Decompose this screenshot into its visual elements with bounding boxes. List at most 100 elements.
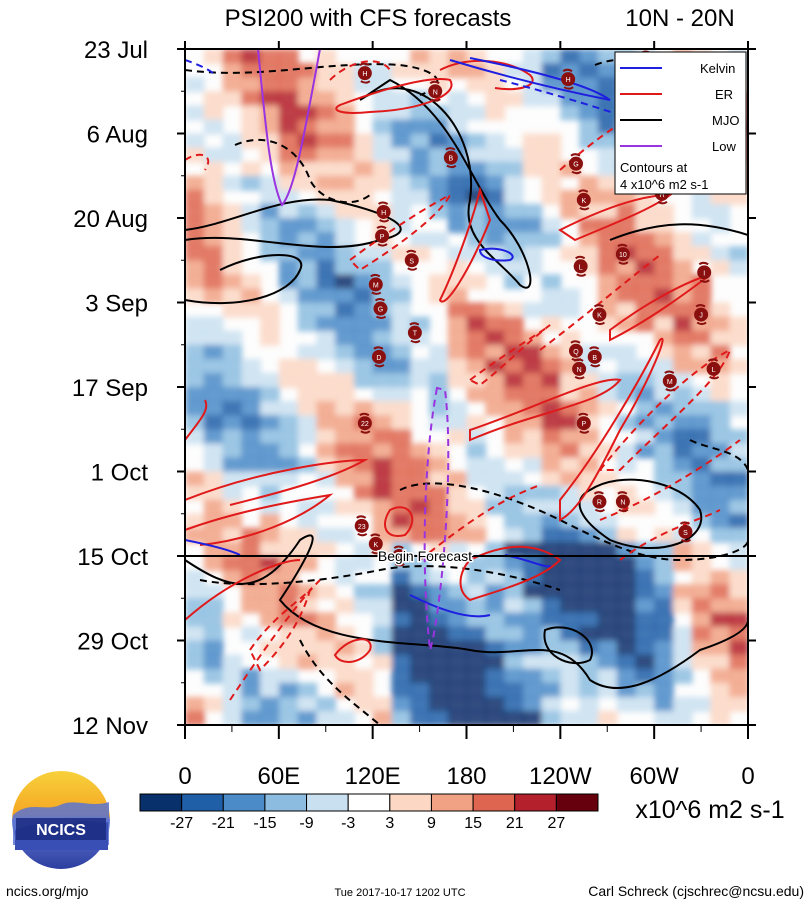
shading-cell — [428, 682, 449, 698]
shading-cell — [203, 203, 224, 219]
shading-cell — [691, 696, 712, 712]
shading-cell — [597, 710, 618, 725]
shading-cell — [579, 119, 599, 135]
y-tick-label: 23 Jul — [84, 37, 148, 64]
shading-cell — [635, 556, 656, 572]
shading-cell — [541, 696, 562, 712]
shading-cell — [410, 105, 430, 121]
shading-cell — [654, 302, 674, 318]
storm-dot — [407, 325, 422, 340]
mjo-contour-negative — [299, 639, 381, 725]
shading-cell — [522, 218, 543, 234]
shading-cell — [635, 640, 656, 656]
shading-cell — [447, 471, 468, 487]
shading-cell — [541, 499, 562, 515]
shading-cell — [522, 246, 543, 262]
shading-cell — [278, 696, 299, 712]
storm-swirl — [370, 273, 382, 295]
x-tick-label: 60W — [629, 763, 679, 790]
shading-cell — [241, 175, 262, 191]
shading-cell — [616, 372, 637, 388]
shading-cell — [597, 541, 618, 557]
shading-cell — [672, 457, 693, 473]
storm-dot — [357, 66, 372, 81]
shading-cell — [635, 696, 656, 712]
storm-swirl — [374, 298, 387, 320]
shading-cell — [185, 316, 205, 332]
shading-cell — [560, 302, 581, 318]
storm-swirl — [589, 346, 601, 368]
colorbar-label: 21 — [506, 815, 524, 832]
storm-dot — [662, 373, 677, 388]
shading-cell — [447, 161, 468, 177]
shading-cell — [635, 570, 656, 586]
shading-cell — [504, 612, 524, 628]
shading-cell — [353, 330, 374, 346]
shading-cell — [541, 344, 562, 360]
storm-label: I — [703, 270, 705, 277]
shading-cell — [579, 710, 599, 725]
shading-cell — [335, 119, 355, 135]
shading-cell — [504, 626, 524, 642]
shading-cell — [672, 499, 693, 515]
shading-cell — [203, 49, 224, 65]
shading-cell — [260, 598, 280, 614]
shading-cell — [485, 640, 506, 656]
storm-label: T — [413, 331, 418, 338]
shading-cell — [654, 344, 674, 360]
storm-dot — [357, 416, 372, 431]
shading-cell — [466, 77, 487, 93]
shading-cell — [597, 246, 618, 262]
shading-cell — [428, 696, 449, 712]
shading-cell — [391, 288, 412, 304]
shading-cell — [260, 302, 280, 318]
shading-cell — [391, 710, 412, 725]
storm-label: 10 — [619, 252, 627, 259]
shading-cell — [466, 133, 487, 149]
shading-cell — [522, 344, 543, 360]
shading-cell — [241, 49, 262, 65]
y-axis: 23 Jul 6 Aug 20 Aug 3 Sep 17 Sep 1 Oct 15 Oct 2… — [72, 37, 756, 740]
shading-cell — [278, 288, 299, 304]
contour-lines — [185, 49, 748, 725]
shading-cell — [185, 77, 205, 93]
shading-cell — [522, 640, 543, 656]
storm-dot — [592, 494, 607, 509]
shading-cell — [391, 119, 412, 135]
shading-cell — [222, 63, 243, 79]
shading-cell — [466, 626, 487, 642]
shading-cell — [597, 77, 618, 93]
storm-swirl — [370, 533, 382, 555]
shading-cell — [466, 316, 487, 332]
shading-cell — [672, 443, 693, 459]
shading-cell — [185, 260, 205, 276]
shading-cell — [278, 91, 299, 107]
shading-cell — [185, 387, 205, 403]
shading-cell — [297, 344, 318, 360]
shading-cell — [691, 457, 712, 473]
shading-cell — [466, 457, 487, 473]
shading-cell — [428, 189, 449, 205]
storm-swirl — [578, 412, 590, 434]
shading-cell — [579, 471, 599, 487]
shading-cell — [353, 288, 374, 304]
shading-cell — [353, 372, 374, 388]
shading-cell — [372, 457, 393, 473]
shading-cell — [185, 696, 205, 712]
shading-cell — [203, 598, 224, 614]
shading-cell — [654, 358, 674, 374]
shading-cell — [372, 626, 393, 642]
shading-cell — [579, 682, 599, 698]
shading-cell — [710, 344, 731, 360]
shading-cell — [541, 457, 562, 473]
footer-url: ncics.org/mjo — [6, 883, 89, 899]
shading-cell — [410, 682, 430, 698]
shading-cell — [635, 429, 656, 445]
shading-cell — [579, 401, 599, 417]
shading-cell — [672, 710, 693, 725]
shading-cell — [710, 710, 731, 725]
shading-cell — [185, 189, 205, 205]
storm-swirl — [393, 545, 405, 567]
begin-forecast-label: Begin Forecast — [378, 548, 472, 564]
shading-cell — [522, 302, 543, 318]
